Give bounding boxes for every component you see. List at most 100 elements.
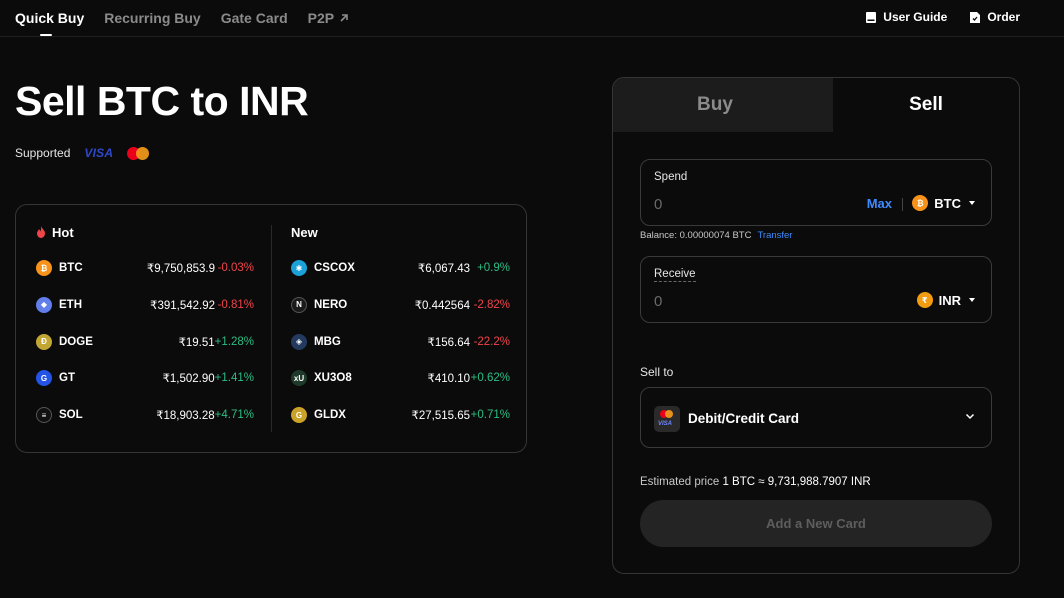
separator [902,198,903,211]
new-label: New [291,224,318,240]
tab-buy-label: Buy [697,94,733,115]
coin-change: +0.62% [470,372,510,385]
market-row[interactable]: G GT ₹1,502.90 +1.41% [36,370,254,387]
trade-tabs: Buy Sell [613,78,1019,132]
coin-price: ₹27,515.65 [411,410,470,423]
mbg-icon: ◈ [291,333,307,350]
coin-symbol: BTC [59,262,83,274]
coin-symbol: NERO [314,298,348,311]
btc-icon: ₿ [912,195,929,211]
tab-quick-buy[interactable]: Quick Buy [15,10,85,36]
payment-method-select[interactable]: VISA Debit/Credit Card [640,387,992,448]
coin-change: -22.2% [473,335,510,348]
caret-down-icon [969,201,975,205]
spend-label: Spend [654,171,688,183]
market-row[interactable]: ◈ MBG ₹156.64 -22.2% [291,333,510,350]
gt-icon: G [36,370,52,387]
gldx-icon: G [291,407,307,424]
coin-change: +0.71% [470,409,510,422]
coin-change: +1.28% [214,335,254,348]
coin-symbol: XU3O8 [314,372,352,385]
spend-input[interactable] [654,196,834,213]
new-header: New [291,224,510,240]
supported-methods: Supported VISA [15,146,150,160]
coin-symbol: DOGE [59,335,93,348]
coin-change: -2.82% [473,298,510,311]
user-guide-link[interactable]: User Guide [865,10,947,24]
new-list: ✱ CSCOX ₹6,067.43 +0.9% N NERO ₹0.442564 -2.82%… [291,260,510,424]
market-row[interactable]: ₿ BTC ₹9,750,853.9 -0.03% [36,260,254,276]
caret-down-icon [969,298,975,302]
hot-list: ₿ BTC ₹9,750,853.9 -0.03% ◆ ETH ₹391,542.92 -0.… [36,260,254,424]
tab-p2p[interactable]: P2P [308,10,349,26]
spend-currency-label: BTC [934,195,961,211]
receive-input[interactable] [654,293,834,310]
cscox-icon: ✱ [291,260,307,276]
book-icon [866,11,877,23]
hot-header: Hot [36,224,254,240]
card-icon-visa: VISA [658,421,673,427]
nav-tabs: Quick Buy Recurring Buy Gate Card P2P [15,10,349,36]
market-row[interactable]: ≡ SOL ₹18,903.28 +4.71% [36,407,254,424]
coin-symbol: CSCOX [314,262,355,274]
external-arrow-icon [340,14,348,22]
coin-symbol: SOL [59,409,83,422]
market-row[interactable]: G GLDX ₹27,515.65 +0.71% [291,407,510,424]
hot-label: Hot [52,224,74,240]
coin-price: ₹1,502.90 [162,373,215,386]
coin-price: ₹0.442564 [414,299,470,312]
coin-change: +1.41% [214,372,254,385]
estimated-label: Estimated price [640,476,720,488]
coin-symbol: ETH [59,298,82,311]
market-row[interactable]: ◆ ETH ₹391,542.92 -0.81% [36,296,254,313]
market-row[interactable]: Ð DOGE ₹19.51 +1.28% [36,333,254,350]
estimated-value: 1 BTC ≈ 9,731,988.7907 INR [722,476,871,488]
tab-slant [813,78,833,132]
receive-currency-label: INR [938,292,961,308]
coin-price: ₹18,903.28 [156,410,215,423]
market-row[interactable]: xU XU3O8 ₹410.10 +0.62% [291,370,510,387]
flame-icon [37,226,45,238]
spend-currency-select[interactable]: ₿ BTC [912,195,975,211]
tab-gate-card[interactable]: Gate Card [220,10,288,26]
spend-field: Spend Max ₿ BTC [640,159,992,226]
receive-label: Receive [654,268,696,282]
coin-change: -0.03% [217,262,254,274]
receive-field: Receive ₹ INR [640,256,992,323]
payment-method-label: Debit/Credit Card [688,411,800,426]
add-card-button[interactable]: Add a New Card [640,500,992,547]
xu3o8-icon: xU [291,370,307,387]
order-link[interactable]: Order [969,10,1020,24]
coin-change: -0.81% [217,298,254,311]
estimated-price: Estimated price 1 BTC ≈ 9,731,988.7907 I… [640,476,871,488]
market-row[interactable]: ✱ CSCOX ₹6,067.43 +0.9% [291,260,510,276]
receive-currency-select[interactable]: ₹ INR [916,292,975,308]
nav-right: User Guide Order [865,10,1020,24]
balance-text: Balance: 0.00000074 BTC [640,230,752,241]
tab-buy[interactable]: Buy [613,78,833,132]
transfer-link[interactable]: Transfer [757,230,793,241]
top-nav: Quick Buy Recurring Buy Gate Card P2P Us… [0,0,1064,37]
visa-logo: VISA [84,146,114,160]
sol-icon: ≡ [36,407,52,424]
user-guide-label: User Guide [883,10,948,24]
mastercard-logo [127,146,150,160]
card-icon: VISA [654,406,680,432]
hot-column: Hot ₿ BTC ₹9,750,853.9 -0.03% ◆ ETH ₹391,542.9… [36,225,254,445]
coin-symbol: GLDX [314,409,346,422]
doge-icon: Ð [36,333,52,350]
tab-recurring-buy[interactable]: Recurring Buy [104,10,201,26]
tab-sell[interactable]: Sell [909,94,943,115]
market-row[interactable]: N NERO ₹0.442564 -2.82% [291,296,510,313]
page-title: Sell BTC to INR [15,78,309,124]
tab-p2p-label: P2P [307,10,335,26]
coin-price: ₹391,542.92 [150,299,215,312]
coin-symbol: MBG [314,335,341,348]
coin-symbol: GT [59,372,75,385]
market-panel: Hot ₿ BTC ₹9,750,853.9 -0.03% ◆ ETH ₹391,542.9… [15,204,527,453]
coin-price: ₹6,067.43 [417,263,470,275]
supported-label: Supported [15,146,71,160]
trade-card: Buy Sell Spend Max ₿ BTC Balance: 0.0000… [612,77,1020,574]
max-button[interactable]: Max [866,196,892,211]
btc-icon: ₿ [36,260,52,276]
